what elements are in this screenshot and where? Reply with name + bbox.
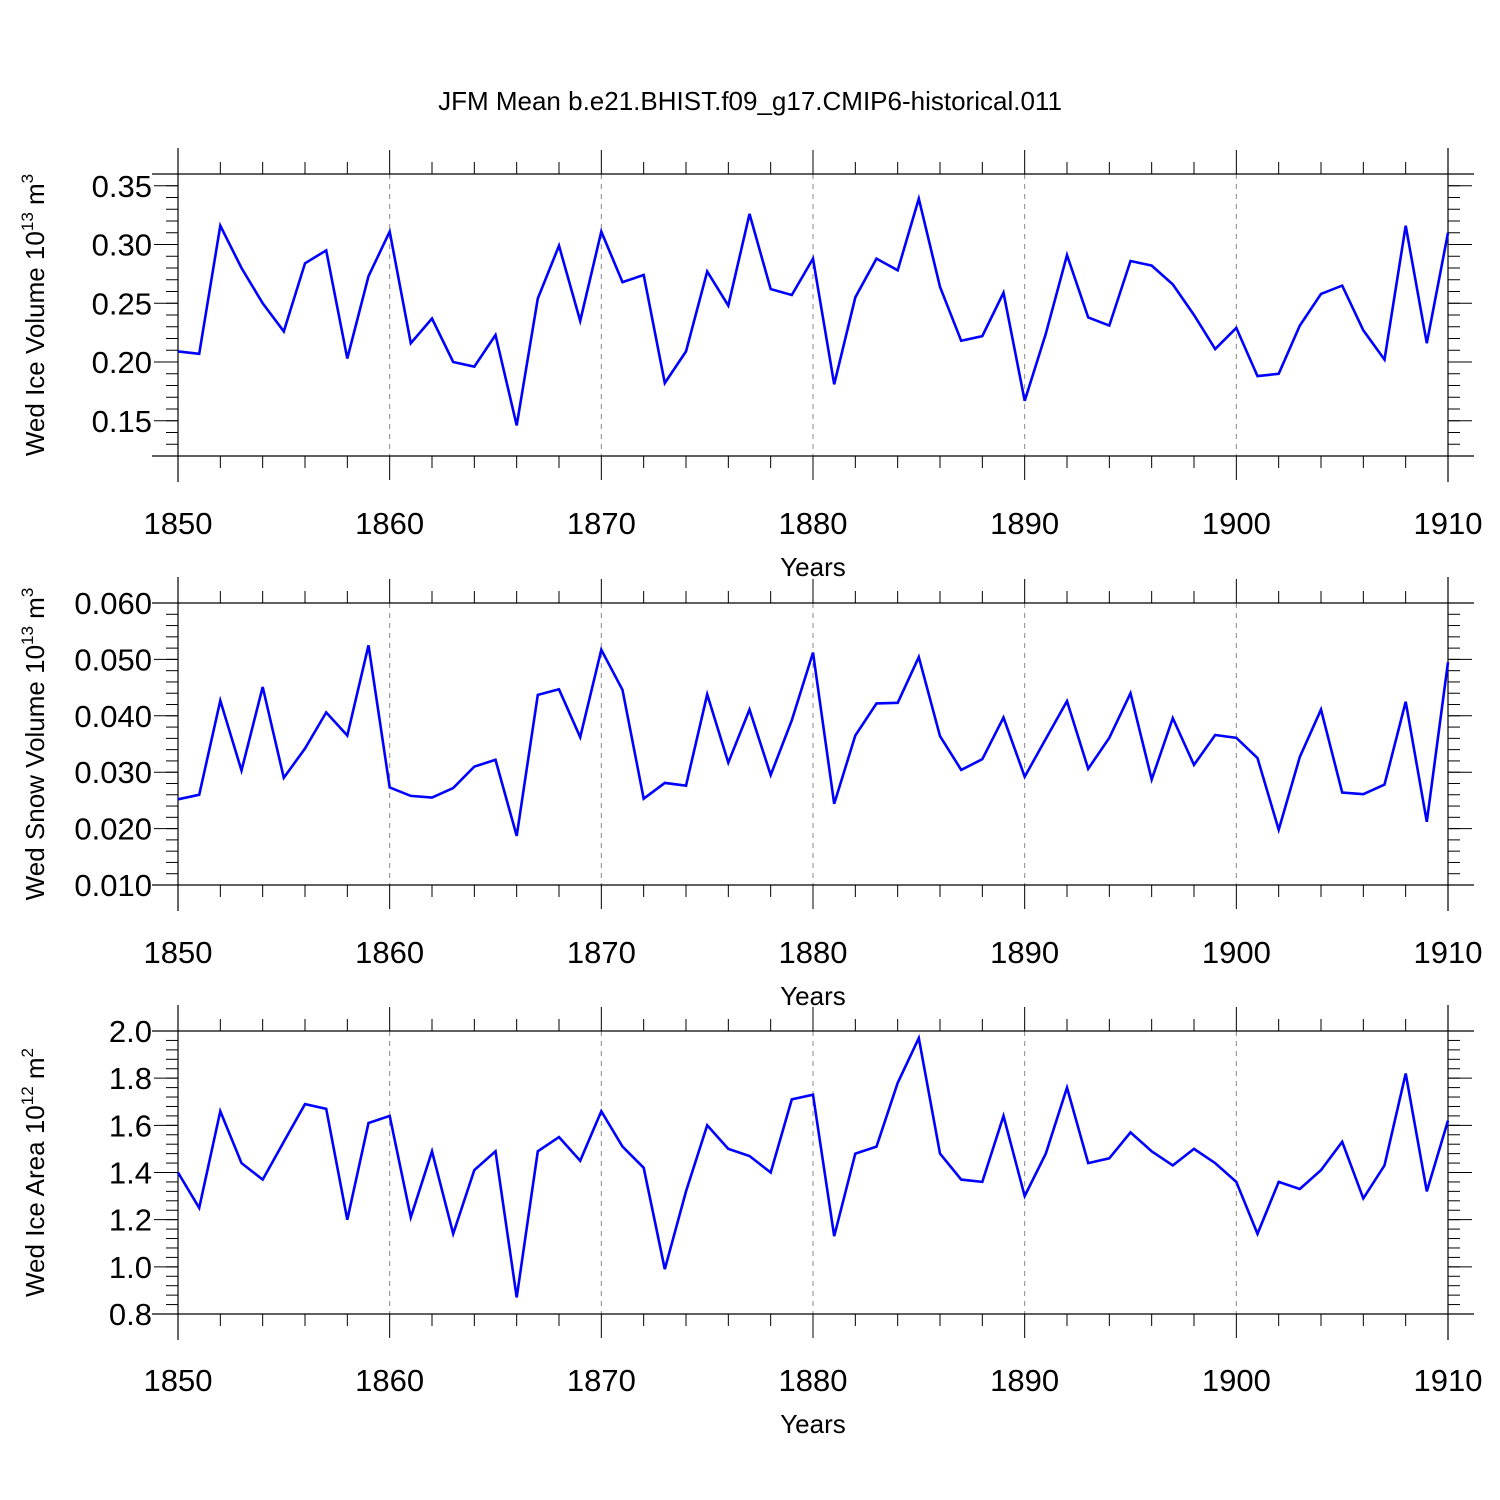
panel-3-yaxis-label-part: 12 <box>18 1086 37 1105</box>
panel-1-ytick-label-4: 0.35 <box>92 169 152 204</box>
panel-3-xtick-label-1900: 1900 <box>1202 1363 1271 1398</box>
panel-2-ytick-label-1: 0.020 <box>74 812 152 847</box>
panel-1-xaxis-label: Years <box>780 552 846 582</box>
panel-1-ytick-label-0: 0.15 <box>92 404 152 439</box>
panel-3-yaxis-label-part: Wed Ice Area 10 <box>20 1105 50 1297</box>
panel-2-yaxis-label: Wed Snow Volume 1013 m3 <box>18 588 50 901</box>
panel-3-xtick-label-1890: 1890 <box>990 1363 1059 1398</box>
chart-title: JFM Mean b.e21.BHIST.f09_g17.CMIP6-histo… <box>438 86 1062 116</box>
panel-1-yaxis-label-part: 3 <box>18 174 37 183</box>
panel-2-ytick-label-2: 0.030 <box>74 755 152 790</box>
panel-2-xtick-label-1880: 1880 <box>779 935 848 970</box>
panel-3-xtick-label-1880: 1880 <box>779 1363 848 1398</box>
panel-1-xtick-label-1870: 1870 <box>567 506 636 541</box>
panel-2-ytick-label-0: 0.010 <box>74 868 152 903</box>
panel-2-ytick-label-3: 0.040 <box>74 699 152 734</box>
panel-3-ytick-label-2: 1.2 <box>109 1203 152 1238</box>
panel-1-ytick-label-1: 0.20 <box>92 345 152 380</box>
panel-2-xtick-label-1900: 1900 <box>1202 935 1271 970</box>
panel-2-xtick-label-1870: 1870 <box>567 935 636 970</box>
panel-2-series-line <box>177 645 1450 837</box>
panel-3-xaxis-label: Years <box>780 1409 846 1439</box>
panel-3-yaxis-label-part: 2 <box>18 1048 37 1057</box>
panel-2-xtick-label-1910: 1910 <box>1414 935 1483 970</box>
panel-1-ytick-label-3: 0.30 <box>92 228 152 263</box>
panel-2-yaxis-label-part: 13 <box>18 626 37 645</box>
panel-2-xaxis-label: Years <box>780 981 846 1011</box>
panel-2-yaxis-label-part: Wed Snow Volume 10 <box>20 645 50 900</box>
panel-3-ytick-label-0: 0.8 <box>109 1297 152 1332</box>
panel-1-yaxis-label-part: Wed Ice Volume 10 <box>20 231 50 456</box>
panel-2-ytick-label-5: 0.060 <box>74 586 152 621</box>
panel-1-xtick-label-1890: 1890 <box>990 506 1059 541</box>
panel-1-yaxis-label: Wed Ice Volume 1013 m3 <box>18 174 50 456</box>
panel-3-ytick-label-1: 1.0 <box>109 1250 152 1285</box>
panel-1-xtick-label-1860: 1860 <box>355 506 424 541</box>
panel-1-yaxis-label-part: 13 <box>18 212 37 231</box>
panel-2-yaxis-label-part: m <box>20 597 50 626</box>
panel-1-series-line <box>177 193 1450 426</box>
panel-3-xtick-label-1870: 1870 <box>567 1363 636 1398</box>
panel-3-yaxis-label: Wed Ice Area 1012 m2 <box>18 1048 50 1297</box>
panel-3-xtick-label-1850: 1850 <box>144 1363 213 1398</box>
panel-2-xtick-label-1850: 1850 <box>144 935 213 970</box>
panel-3-xtick-label-1910: 1910 <box>1414 1363 1483 1398</box>
panel-1-xtick-label-1900: 1900 <box>1202 506 1271 541</box>
panel-1-ytick-label-2: 0.25 <box>92 286 152 321</box>
panel-3-series-line <box>176 1033 1450 1298</box>
panel-1-xtick-label-1910: 1910 <box>1414 506 1483 541</box>
panel-3-ytick-label-4: 1.6 <box>109 1108 152 1143</box>
panel-1-xtick-label-1880: 1880 <box>779 506 848 541</box>
panel-2-xtick-label-1860: 1860 <box>355 935 424 970</box>
panel-2-yaxis-label-part: 3 <box>18 588 37 597</box>
panel-3-ytick-label-6: 2.0 <box>109 1014 152 1049</box>
panel-3-ytick-label-3: 1.4 <box>109 1156 152 1191</box>
panel-3-yaxis-label-part: m <box>20 1057 50 1086</box>
panel-1-yaxis-label-part: m <box>20 183 50 212</box>
panel-1-xtick-label-1850: 1850 <box>144 506 213 541</box>
panel-2-xtick-label-1890: 1890 <box>990 935 1059 970</box>
panel-3-ytick-label-5: 1.8 <box>109 1061 152 1096</box>
panel-2-ytick-label-4: 0.050 <box>74 642 152 677</box>
panel-3-xtick-label-1860: 1860 <box>355 1363 424 1398</box>
